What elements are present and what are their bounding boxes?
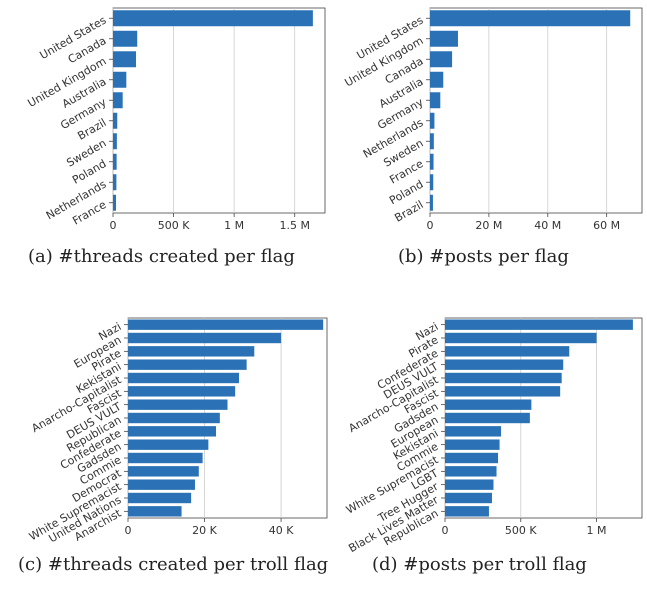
bar xyxy=(128,439,209,450)
bar xyxy=(128,319,324,330)
bar xyxy=(113,51,137,68)
x-tick-label: 40 K xyxy=(269,524,294,537)
bar xyxy=(113,174,117,191)
caption-c-word: per xyxy=(213,554,245,575)
bar xyxy=(445,506,489,517)
bar xyxy=(430,51,453,68)
caption-d: (d) #posts per troll flag xyxy=(372,554,587,575)
bar xyxy=(445,372,562,384)
x-tick-label: 500 K xyxy=(158,219,190,232)
bar xyxy=(445,452,499,464)
x-tick-label: 0 xyxy=(110,219,117,232)
x-tick-label: 20 K xyxy=(192,524,217,537)
bar xyxy=(113,30,138,47)
x-tick-label: 20 M xyxy=(475,219,502,232)
bar xyxy=(430,174,434,191)
bar xyxy=(128,399,228,410)
bar xyxy=(128,426,217,437)
bar xyxy=(430,30,458,47)
bar xyxy=(430,10,631,27)
bar xyxy=(445,426,502,437)
x-tick-label: 60 M xyxy=(593,219,620,232)
bar xyxy=(113,133,117,150)
bar xyxy=(445,492,492,504)
caption-b: (b) #posts per flag xyxy=(398,246,569,267)
bar xyxy=(128,466,199,477)
bar xyxy=(113,10,313,27)
bar xyxy=(113,153,117,170)
caption-a: (a) #threads created per flag xyxy=(28,246,295,267)
bar xyxy=(128,372,239,384)
bar xyxy=(113,92,123,109)
bar xyxy=(445,412,530,424)
bar xyxy=(128,412,220,424)
bar xyxy=(128,479,195,490)
x-tick-label: 0 xyxy=(427,219,434,232)
caption-c-word: created xyxy=(138,554,208,575)
bar xyxy=(430,153,434,170)
bar xyxy=(430,112,435,129)
bar xyxy=(430,133,434,150)
bar xyxy=(445,359,564,370)
caption-c: (c) #threads created per troll flag xyxy=(18,553,336,577)
bar xyxy=(445,319,633,330)
bar xyxy=(128,492,192,504)
bar xyxy=(128,452,203,464)
bar xyxy=(128,506,182,517)
bar xyxy=(430,92,441,109)
caption-c-word: (c) xyxy=(18,554,43,575)
bar xyxy=(128,332,282,344)
x-tick-label: 500 K xyxy=(505,524,537,537)
x-tick-label: 40 M xyxy=(534,219,561,232)
bar xyxy=(445,399,532,410)
x-tick-label: 0 xyxy=(125,524,132,537)
caption-c-word: #threads xyxy=(47,554,133,575)
x-tick-label: 1.5 M xyxy=(279,219,309,232)
bar xyxy=(128,386,236,397)
bar xyxy=(445,479,494,490)
bar xyxy=(430,71,444,88)
bar xyxy=(445,466,497,477)
caption-c-word: flag xyxy=(293,554,329,575)
x-tick-label: 1 M xyxy=(224,219,244,232)
x-tick-label: 1 M xyxy=(587,524,607,537)
bar xyxy=(128,359,247,370)
bar xyxy=(445,346,570,357)
bar xyxy=(128,346,255,357)
x-tick-label: 0 xyxy=(442,524,449,537)
bar xyxy=(430,194,433,211)
bar xyxy=(113,71,127,88)
caption-c-word: troll xyxy=(250,554,289,575)
bar xyxy=(445,332,597,344)
bar xyxy=(113,194,117,211)
bar xyxy=(445,439,500,450)
bar xyxy=(445,386,561,397)
bar xyxy=(113,112,118,129)
